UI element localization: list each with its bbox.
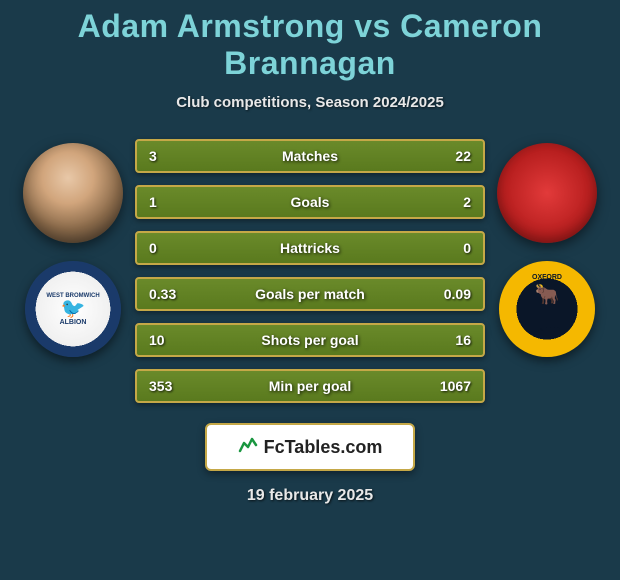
stat-row-hattricks: 0 Hattricks 0 <box>135 231 485 265</box>
fctables-logo-icon <box>238 435 258 460</box>
branding-badge[interactable]: FcTables.com <box>205 423 415 471</box>
club-left-bird-icon: 🐦 <box>61 299 86 319</box>
stat-left-value: 1 <box>149 194 189 210</box>
stat-right-value: 2 <box>431 194 471 210</box>
comparison-card: Adam Armstrong vs Cameron Brannagan Club… <box>0 0 620 580</box>
stat-left-value: 10 <box>149 332 189 348</box>
player-right-avatar <box>497 143 597 243</box>
stat-left-value: 0.33 <box>149 286 189 302</box>
right-column: OXFORD 🐂 UNITED <box>497 139 597 357</box>
stat-right-value: 22 <box>431 148 471 164</box>
club-right-badge: OXFORD 🐂 UNITED <box>499 261 595 357</box>
bull-icon: 🐂 <box>535 285 560 305</box>
subtitle: Club competitions, Season 2024/2025 <box>0 94 620 111</box>
stat-bars: 3 Matches 22 1 Goals 2 0 Hattricks 0 0.3… <box>135 139 485 403</box>
stat-right-value: 1067 <box>431 378 471 394</box>
stat-row-spg: 10 Shots per goal 16 <box>135 323 485 357</box>
date-line: 19 february 2025 <box>0 487 620 505</box>
club-left-badge-inner: WEST BROMWICH 🐦 ALBION <box>46 282 100 336</box>
left-column: WEST BROMWICH 🐦 ALBION <box>23 139 123 357</box>
stat-row-goals: 1 Goals 2 <box>135 185 485 219</box>
club-right-badge-inner: OXFORD 🐂 UNITED <box>532 292 562 326</box>
stat-left-value: 3 <box>149 148 189 164</box>
club-left-badge: WEST BROMWICH 🐦 ALBION <box>25 261 121 357</box>
stat-row-gpm: 0.33 Goals per match 0.09 <box>135 277 485 311</box>
branding-text: FcTables.com <box>264 437 383 458</box>
stat-left-value: 353 <box>149 378 189 394</box>
stats-area: WEST BROMWICH 🐦 ALBION 3 Matches 22 1 Go… <box>0 139 620 403</box>
club-right-line1: OXFORD <box>532 274 562 281</box>
stat-row-mpg: 353 Min per goal 1067 <box>135 369 485 403</box>
stat-left-value: 0 <box>149 240 189 256</box>
page-title: Adam Armstrong vs Cameron Brannagan <box>0 8 620 82</box>
stat-right-value: 0 <box>431 240 471 256</box>
stat-right-value: 0.09 <box>431 286 471 302</box>
club-right-line2: UNITED <box>534 327 560 334</box>
stat-row-matches: 3 Matches 22 <box>135 139 485 173</box>
stat-right-value: 16 <box>431 332 471 348</box>
player-left-avatar <box>23 143 123 243</box>
club-left-line2: ALBION <box>60 319 87 326</box>
